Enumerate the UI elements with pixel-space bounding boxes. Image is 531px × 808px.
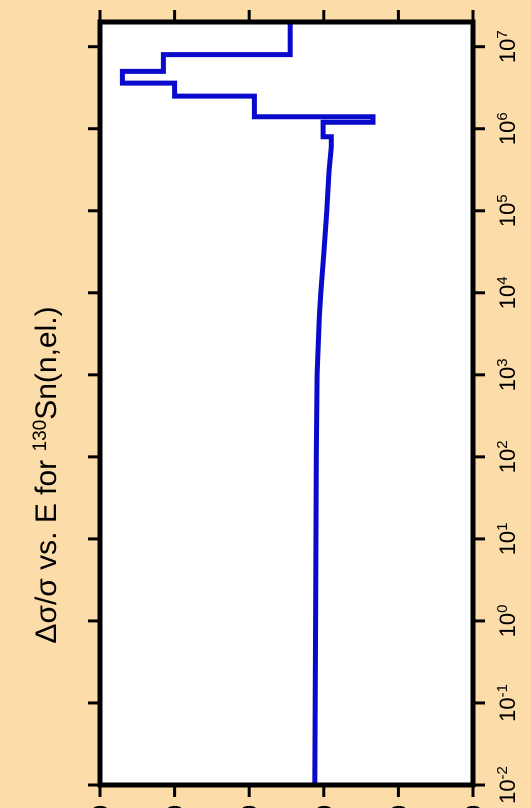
plot-area <box>100 22 473 785</box>
energy-tick-exponent: 7 <box>494 30 511 38</box>
value-tick-label: 10 <box>386 805 411 808</box>
energy-tick-base: 10 <box>495 449 520 473</box>
energy-tick-exponent: 0 <box>494 605 511 613</box>
energy-tick-label: 105 <box>494 194 521 227</box>
value-tick-label: 40 <box>163 805 188 808</box>
title-superscript: 130 <box>30 420 51 452</box>
energy-tick-label: 101 <box>494 522 521 555</box>
energy-tick-base: 10 <box>495 367 520 391</box>
energy-tick-base: 10 <box>495 203 520 227</box>
value-tick-label: 30 <box>237 805 262 808</box>
energy-tick-base: 10 <box>495 285 520 309</box>
energy-tick-label: 104 <box>494 276 521 309</box>
energy-tick-base: 10 <box>495 121 520 145</box>
energy-tick-exponent: -1 <box>494 684 511 697</box>
energy-tick-label: 100 <box>494 605 521 638</box>
energy-tick-label: 102 <box>494 440 521 473</box>
energy-tick-label: 106 <box>494 112 521 145</box>
energy-tick-base: 10 <box>495 779 520 803</box>
energy-tick-exponent: 6 <box>494 112 511 120</box>
value-tick-label: 0 <box>461 805 486 808</box>
chart-title: Δσ/σ vs. E for 130Sn(n,el.) <box>30 306 64 643</box>
plot-frame <box>97 19 476 788</box>
energy-tick-exponent: 1 <box>494 522 511 530</box>
energy-tick-label: 107 <box>494 30 521 63</box>
value-tick-label: 20 <box>312 805 337 808</box>
energy-tick-label: 103 <box>494 358 521 391</box>
energy-tick-base: 10 <box>495 697 520 721</box>
energy-tick-base: 10 <box>495 613 520 637</box>
energy-tick-base: 10 <box>495 531 520 555</box>
value-tick-label: 50 <box>88 805 113 808</box>
title-suffix: Sn(n,el.) <box>30 306 63 419</box>
energy-tick-exponent: 2 <box>494 440 511 448</box>
energy-tick-exponent: 5 <box>494 194 511 202</box>
energy-tick-label: 10-1 <box>494 684 521 722</box>
energy-tick-exponent: 3 <box>494 358 511 366</box>
energy-tick-label: 10-2 <box>494 766 521 804</box>
energy-tick-exponent: -2 <box>494 766 511 779</box>
title-prefix: Δσ/σ vs. E for <box>30 451 63 643</box>
energy-tick-exponent: 4 <box>494 276 511 284</box>
series-line <box>119 19 473 788</box>
energy-tick-base: 10 <box>495 39 520 63</box>
